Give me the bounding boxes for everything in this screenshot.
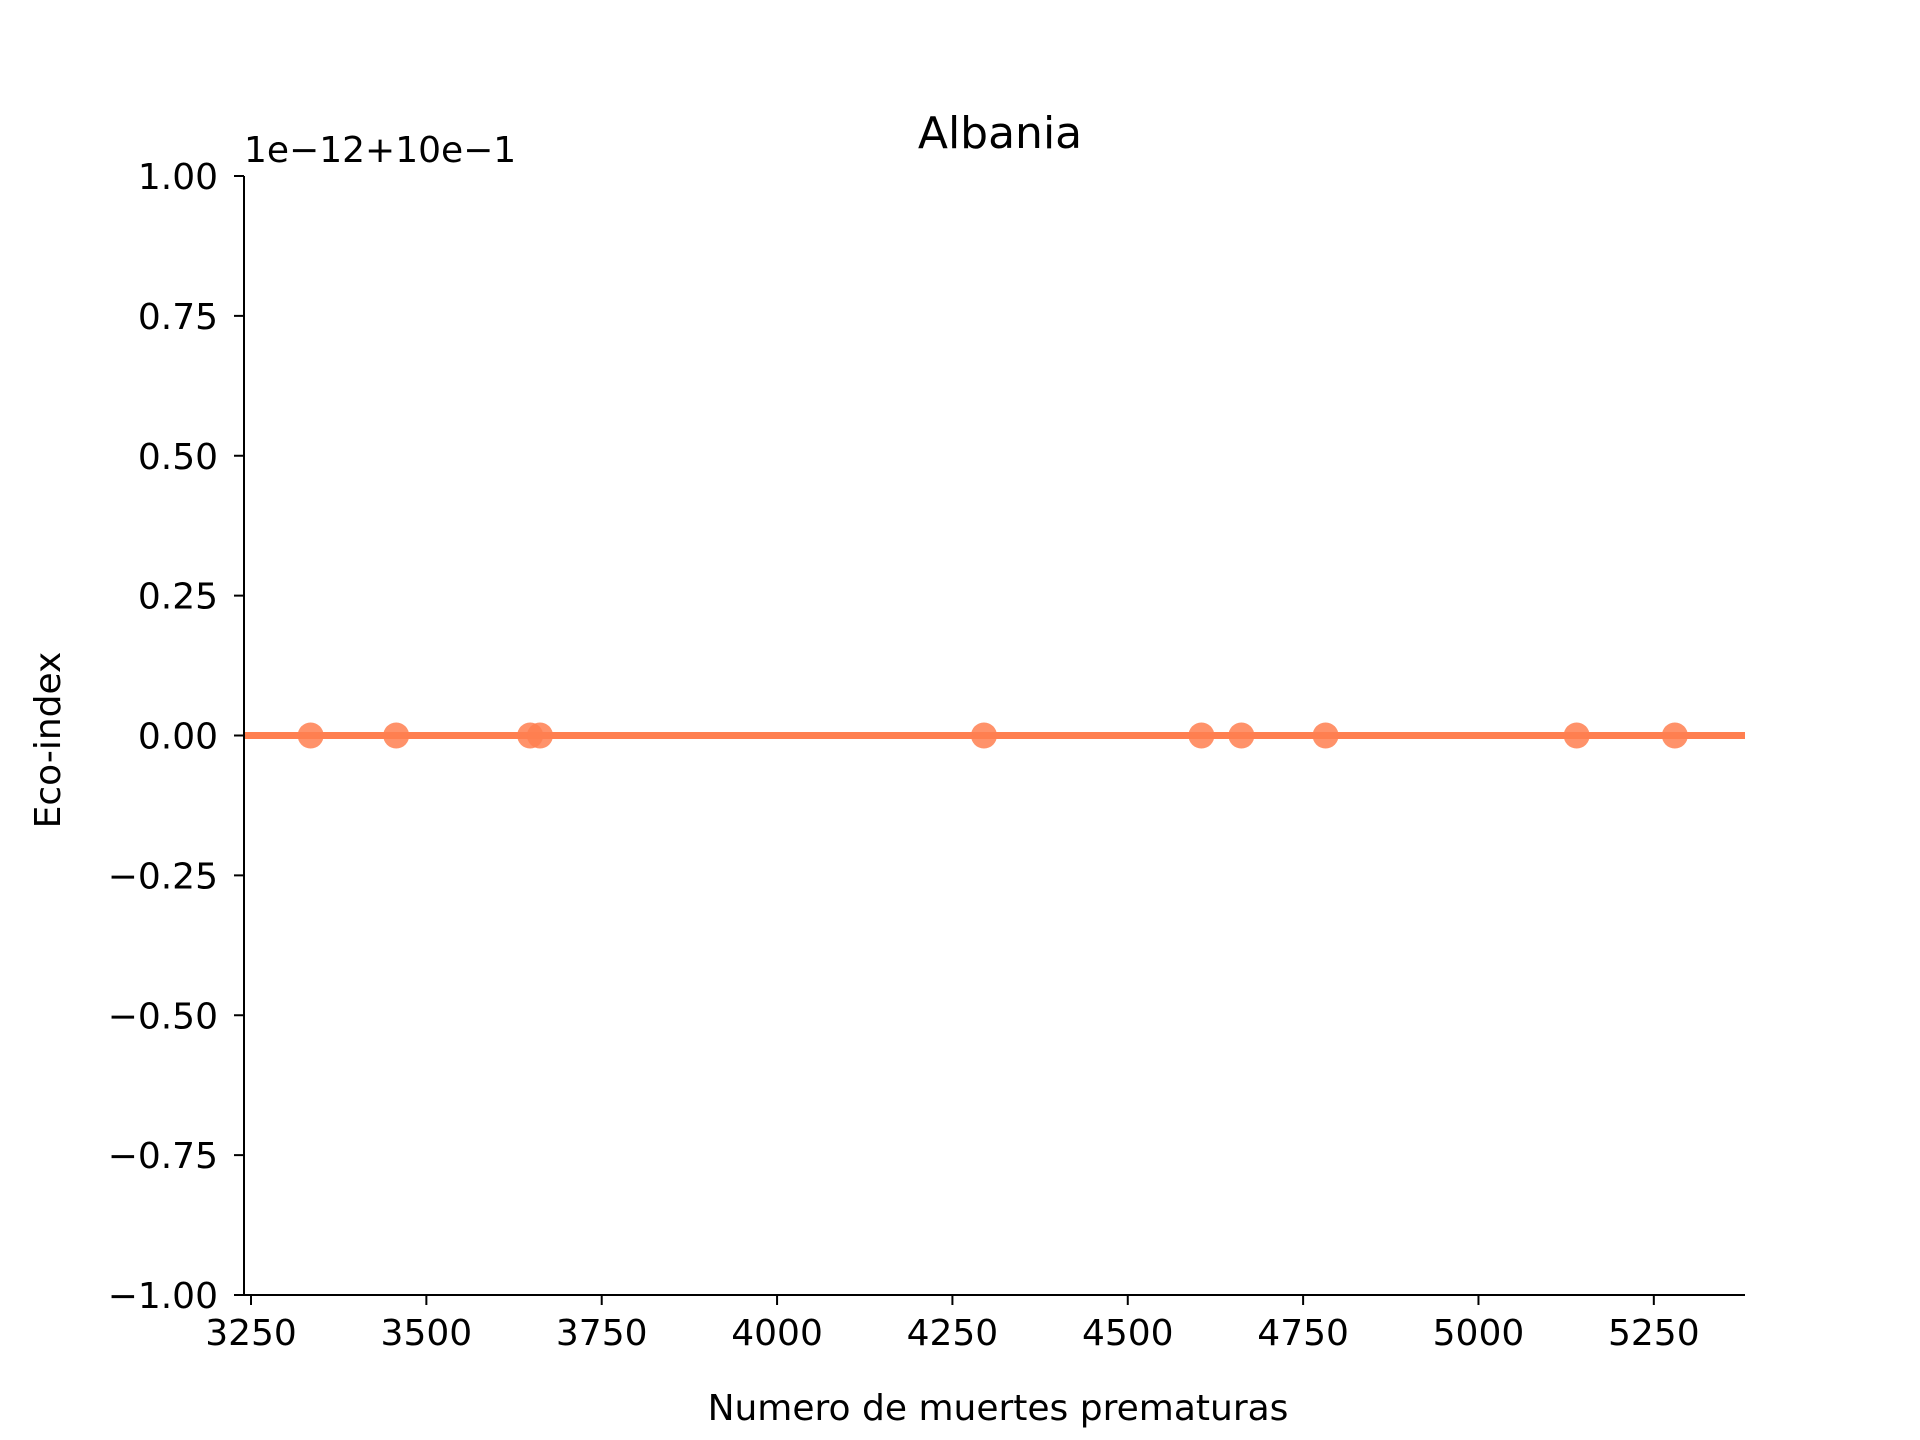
- data-point: [1312, 722, 1339, 749]
- x-tick-label: 3750: [556, 1313, 648, 1354]
- y-axis-offset-label: 1e−12+10e−1: [244, 130, 516, 171]
- axes: 3250 3500 3750 4000 4250 4500 4750 5000 5250 1.0…: [108, 157, 1745, 1354]
- x-tick-label: 4000: [731, 1313, 823, 1354]
- y-axis-ticks: 1.00 0.75 0.50 0.25 0.00 −0.25 −0.50 −0.75 −1.00: [108, 157, 244, 1317]
- y-tick-label: −1.00: [108, 1276, 218, 1317]
- y-tick-label: 0.00: [138, 717, 218, 758]
- data-point: [1563, 722, 1590, 749]
- x-tick-label: 3250: [205, 1313, 297, 1354]
- y-tick-label: 1.00: [138, 157, 218, 198]
- y-tick-label: −0.25: [108, 856, 218, 897]
- y-tick-label: −0.50: [108, 996, 218, 1037]
- data-point: [383, 722, 410, 749]
- x-tick-label: 4500: [1082, 1313, 1174, 1354]
- plot-area: [244, 722, 1745, 749]
- x-axis-ticks: 3250 3500 3750 4000 4250 4500 4750 5000 5250: [205, 1295, 1700, 1354]
- chart-title: Albania: [918, 108, 1082, 159]
- y-tick-label: 0.75: [138, 297, 218, 338]
- data-point: [1228, 722, 1255, 749]
- y-tick-label: 0.50: [138, 437, 218, 478]
- data-point: [526, 722, 553, 749]
- x-tick-label: 3500: [381, 1313, 473, 1354]
- x-tick-label: 4750: [1257, 1313, 1349, 1354]
- data-point: [1661, 722, 1688, 749]
- data-point: [970, 722, 997, 749]
- y-tick-label: −0.75: [108, 1136, 218, 1177]
- x-tick-label: 5000: [1433, 1313, 1525, 1354]
- data-point: [1188, 722, 1215, 749]
- data-point: [297, 722, 324, 749]
- x-tick-label: 4250: [907, 1313, 999, 1354]
- x-axis-label: Numero de muertes prematuras: [708, 1388, 1289, 1429]
- points-layer: [297, 722, 1688, 749]
- y-tick-label: 0.25: [138, 577, 218, 618]
- x-tick-label: 5250: [1608, 1313, 1700, 1354]
- y-axis-label: Eco-index: [28, 652, 69, 829]
